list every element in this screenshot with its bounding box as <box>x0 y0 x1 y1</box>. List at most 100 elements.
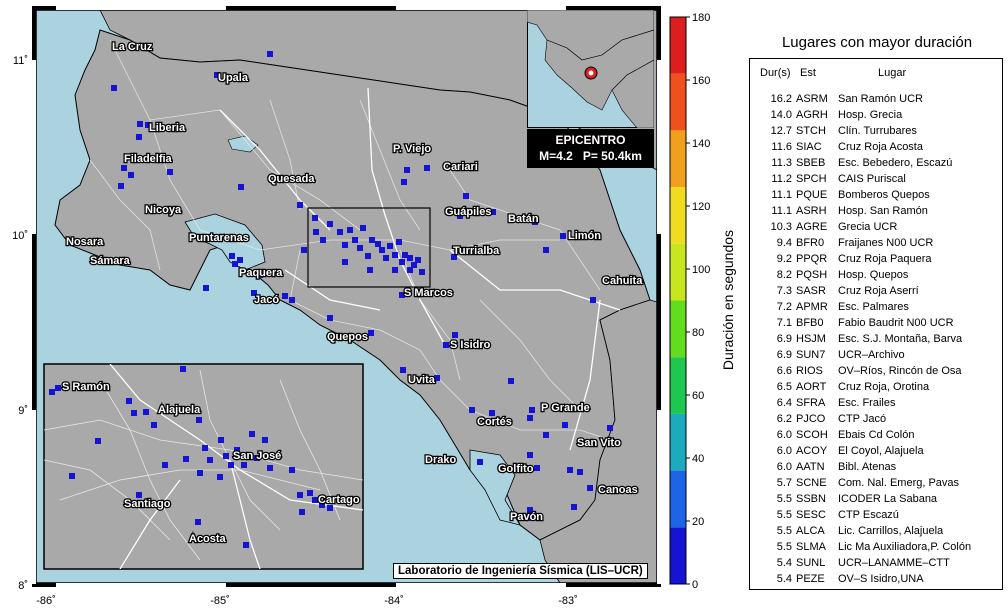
place-label: Acosta <box>189 533 227 545</box>
place-label: Guápiles <box>445 206 491 218</box>
station-marker <box>137 121 143 127</box>
row-duration: 6.0 <box>776 429 792 441</box>
station-marker <box>352 237 358 243</box>
station-marker <box>342 242 348 248</box>
station-marker <box>118 183 124 189</box>
colorbar-tick-label: 40 <box>692 453 704 465</box>
station-marker <box>347 227 353 233</box>
station-marker <box>232 261 238 267</box>
station-marker <box>214 72 220 78</box>
place-label: S Marcos <box>404 287 453 299</box>
row-duration: 6.2 <box>776 413 792 425</box>
row-duration: 16.2 <box>770 93 792 105</box>
colorbar-tick-label: 100 <box>692 264 710 276</box>
x-tick-label: -85˚ <box>210 595 230 607</box>
colorbar-tick-label: 180 <box>692 12 710 24</box>
station-marker <box>126 398 132 404</box>
row-duration: 5.5 <box>776 509 792 521</box>
station-marker <box>242 235 248 241</box>
station-marker <box>180 366 186 372</box>
station-marker <box>379 247 385 253</box>
station-marker <box>452 332 458 338</box>
row-station: SESC <box>796 509 826 521</box>
colorbar-segment <box>670 73 686 131</box>
station-marker <box>297 492 303 498</box>
overview-inset-map <box>527 10 654 128</box>
station-marker <box>327 505 333 511</box>
row-place: Hosp. San Ramón <box>838 205 928 217</box>
zoom-region-box <box>307 207 431 288</box>
row-duration: 7.3 <box>776 285 792 297</box>
station-marker <box>128 172 134 178</box>
station-marker <box>313 229 319 235</box>
station-marker <box>469 407 475 413</box>
row-station: ACOY <box>796 445 828 457</box>
station-marker <box>245 453 251 459</box>
station-marker <box>424 165 430 171</box>
place-label: Paquera <box>239 267 283 279</box>
station-marker <box>241 462 247 468</box>
station-marker <box>196 417 202 423</box>
station-marker <box>143 409 149 415</box>
station-marker <box>207 457 213 463</box>
station-marker <box>297 202 303 208</box>
row-station: PQUE <box>796 189 828 201</box>
legend-table: Dur(s) Est Lugar 16.2 ASRM San Ramón UCR 14… <box>749 58 1003 590</box>
station-marker <box>419 269 425 275</box>
station-marker <box>217 474 223 480</box>
station-marker <box>396 239 402 245</box>
station-marker <box>368 330 374 336</box>
station-marker <box>282 293 288 299</box>
place-label: Nosara <box>66 236 104 248</box>
row-place: Lic. Carrillos, Alajuela <box>838 525 944 537</box>
station-marker <box>527 507 533 513</box>
row-place: Esc. Palmares <box>838 301 909 313</box>
station-marker <box>254 455 260 461</box>
row-place: Esc. Frailes <box>838 397 896 409</box>
station-marker <box>238 184 244 190</box>
row-duration: 5.7 <box>776 477 792 489</box>
row-place: San Ramón UCR <box>838 93 923 105</box>
station-marker <box>527 452 533 458</box>
station-marker <box>237 257 243 263</box>
row-place: Hosp. Quepos <box>838 269 909 281</box>
place-label: Quepos <box>327 331 368 343</box>
station-marker <box>375 241 381 247</box>
station-marker <box>69 473 75 479</box>
row-station: SSBN <box>796 493 826 505</box>
row-station: ASRH <box>796 205 827 217</box>
header-lugar: Lugar <box>878 67 907 79</box>
credit-label: Laboratorio de Ingeniería Sísmica (LIS–U… <box>393 563 648 579</box>
row-duration: 6.9 <box>776 349 792 361</box>
row-duration: 6.0 <box>776 461 792 473</box>
station-marker <box>534 465 540 471</box>
row-place: Com. Nal. Emerg, Pavas <box>838 477 960 489</box>
row-duration: 11.3 <box>771 157 792 169</box>
station-marker <box>151 422 157 428</box>
row-place: UCR–Archivo <box>838 349 905 361</box>
colorbar-segment <box>670 17 686 74</box>
row-place: Esc. Bebedero, Escazú <box>838 157 953 169</box>
station-marker <box>307 490 313 496</box>
place-label: Drako <box>425 454 456 466</box>
station-marker <box>183 456 189 462</box>
row-station: SASR <box>796 285 826 297</box>
row-station: AGRH <box>796 109 828 121</box>
row-duration: 11.2 <box>771 173 792 185</box>
epicenter-title: EPICENTRO <box>555 133 626 147</box>
row-place: OV–Ríos, Rincón de Osa <box>838 365 962 377</box>
station-marker <box>567 467 573 473</box>
map-border-ticks <box>32 6 661 587</box>
legend-title: Lugares con mayor duración <box>781 34 973 51</box>
row-station: SFRA <box>796 397 826 409</box>
place-label: Quesada <box>268 173 315 185</box>
station-marker <box>267 465 273 471</box>
station-marker <box>223 453 229 459</box>
row-station: SUNL <box>796 557 826 569</box>
colorbar-segment <box>670 243 686 301</box>
row-duration: 6.9 <box>776 333 792 345</box>
colorbar-tick-label: 120 <box>692 201 710 213</box>
station-marker <box>367 267 373 273</box>
row-station: BFR0 <box>796 237 825 249</box>
station-marker <box>407 255 413 261</box>
